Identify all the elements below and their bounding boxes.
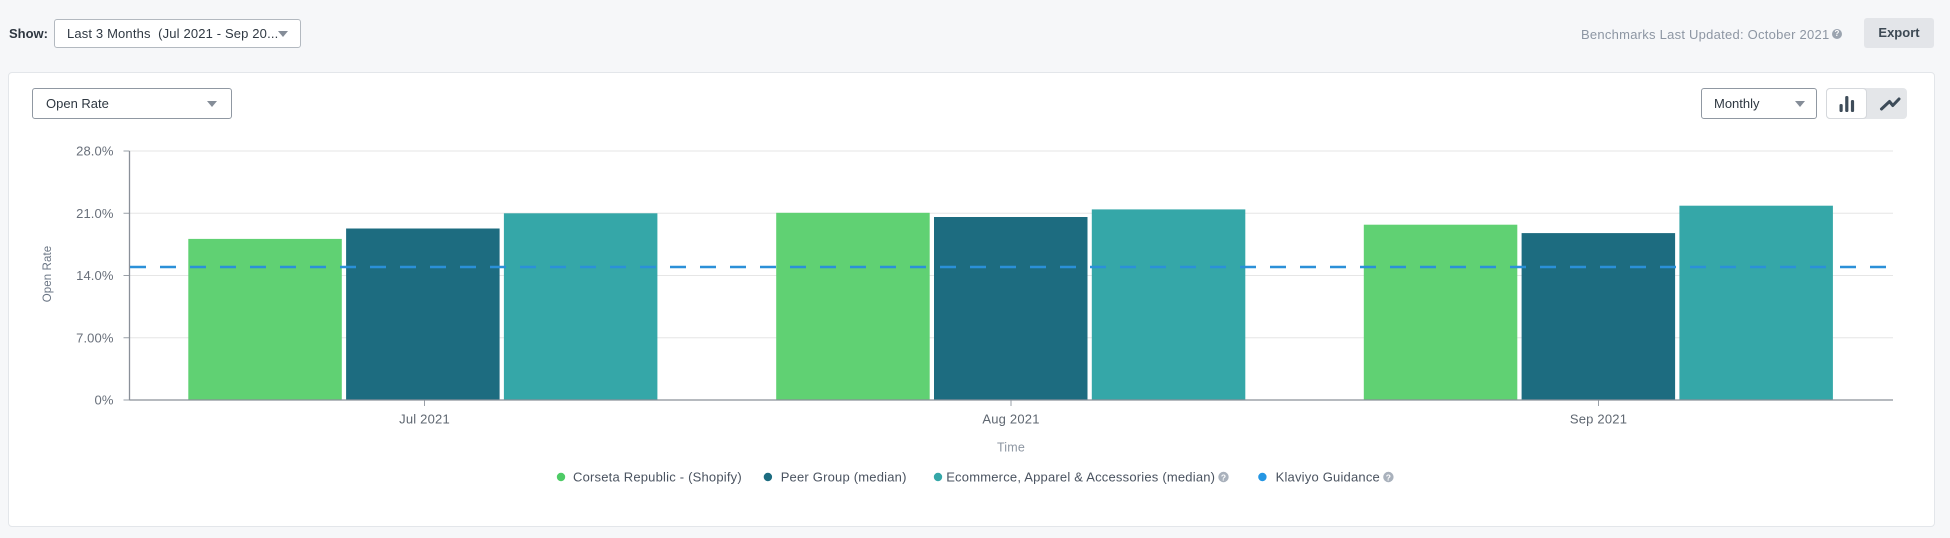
svg-text:28.0%: 28.0% <box>76 144 114 159</box>
svg-text:Ecommerce, Apparel & Accessori: Ecommerce, Apparel & Accessories (median… <box>946 470 1215 485</box>
svg-text:Sep 2021: Sep 2021 <box>1570 412 1627 427</box>
svg-text:Corseta Republic - (Shopify): Corseta Republic - (Shopify) <box>573 470 742 485</box>
svg-text:?: ? <box>1221 472 1226 482</box>
svg-text:Time: Time <box>997 441 1025 455</box>
svg-text:14.0%: 14.0% <box>76 268 114 283</box>
svg-text:?: ? <box>1386 472 1391 482</box>
svg-text:Peer Group (median): Peer Group (median) <box>781 470 907 485</box>
svg-text:21.0%: 21.0% <box>76 206 114 221</box>
svg-text:7.00%: 7.00% <box>76 330 114 345</box>
svg-text:Open Rate: Open Rate <box>42 246 54 303</box>
svg-text:Aug 2021: Aug 2021 <box>982 412 1039 427</box>
svg-text:Jul 2021: Jul 2021 <box>399 412 450 427</box>
svg-text:Klaviyo Guidance: Klaviyo Guidance <box>1276 470 1380 485</box>
svg-text:0%: 0% <box>95 393 114 408</box>
